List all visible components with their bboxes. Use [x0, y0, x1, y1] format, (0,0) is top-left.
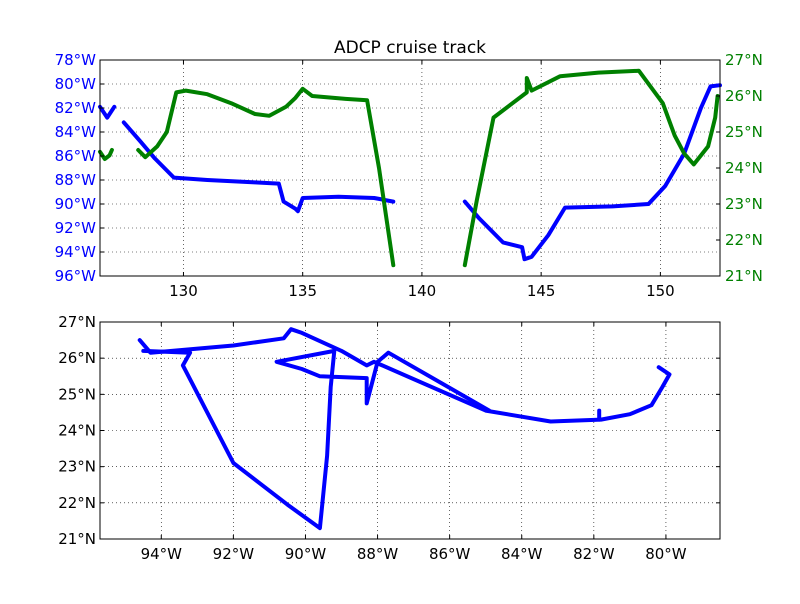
- top-grid: [100, 60, 720, 276]
- top-x-tick-label: 145: [527, 282, 556, 300]
- top-x-tick-label: 150: [646, 282, 675, 300]
- top-x-tick-label: 135: [288, 282, 317, 300]
- bottom-y-tick-label: 27°N: [58, 313, 96, 331]
- top-x-tick-label: 140: [408, 282, 437, 300]
- bottom-y-tick-label: 21°N: [58, 530, 96, 548]
- bottom-axes-frame: [99, 321, 721, 540]
- top-left-tick-label: 78°W: [55, 51, 97, 69]
- bottom-y-tick-label: 22°N: [58, 494, 96, 512]
- bottom-axes: 94°W 92°W 90°W 88°W 86°W 84°W 82°W 80°W 21°N 22°N…: [58, 313, 721, 563]
- top-x-tick-label: 130: [169, 282, 198, 300]
- top-right-tick-label: 21°N: [725, 267, 763, 285]
- bottom-y-tick-label: 23°N: [58, 458, 96, 476]
- top-right-tick-label: 24°N: [725, 159, 763, 177]
- top-right-tick-label: 22°N: [725, 231, 763, 249]
- bottom-y-tick-label: 25°N: [58, 385, 96, 403]
- top-axes-frame: [99, 59, 721, 277]
- top-latitude-line: [98, 148, 114, 161]
- top-longitude-line: [121, 120, 396, 214]
- bottom-x-tick-label: 90°W: [285, 545, 327, 563]
- top-right-tick-label: 26°N: [725, 87, 763, 105]
- top-left-tick-label: 92°W: [55, 219, 97, 237]
- top-left-tick-label: 80°W: [55, 75, 97, 93]
- top-right-tick-label: 25°N: [725, 123, 763, 141]
- top-right-tick-label: 27°N: [725, 51, 763, 69]
- bottom-y-tick-label: 24°N: [58, 422, 96, 440]
- bottom-grid: [100, 322, 720, 539]
- bottom-series-group: [137, 327, 672, 531]
- top-latitude-line: [462, 68, 720, 268]
- bottom-x-tick-label: 88°W: [357, 545, 399, 563]
- top-series-group: [98, 68, 722, 268]
- bottom-x-tick-label: 80°W: [645, 545, 687, 563]
- top-left-tick-label: 84°W: [55, 123, 97, 141]
- bottom-track-line: [137, 327, 672, 424]
- top-longitude-line: [462, 83, 722, 262]
- bottom-ticks: 94°W 92°W 90°W 88°W 86°W 84°W 82°W 80°W 21°N 22°N…: [58, 313, 720, 563]
- top-left-tick-label: 82°W: [55, 99, 97, 117]
- top-left-tick-label: 96°W: [55, 267, 97, 285]
- top-latitude-line: [136, 86, 396, 268]
- top-left-tick-label: 86°W: [55, 147, 97, 165]
- bottom-x-tick-label: 84°W: [501, 545, 543, 563]
- top-axes: 130 135 140 145 150 78°W 80°W 82°W 84°W 86°W 88°W 9…: [55, 38, 763, 300]
- bottom-y-tick-label: 26°N: [58, 349, 96, 367]
- bottom-x-tick-label: 94°W: [141, 545, 183, 563]
- chart-title: ADCP cruise track: [334, 38, 486, 58]
- bottom-track-line: [141, 348, 492, 531]
- bottom-x-tick-label: 86°W: [429, 545, 471, 563]
- top-longitude-line: [98, 104, 117, 120]
- bottom-x-tick-label: 82°W: [573, 545, 615, 563]
- top-ticks: 130 135 140 145 150 78°W 80°W 82°W 84°W 86°W 88°W 9…: [55, 51, 763, 300]
- bottom-x-tick-label: 92°W: [213, 545, 255, 563]
- top-left-tick-label: 90°W: [55, 195, 97, 213]
- top-left-tick-label: 94°W: [55, 243, 97, 261]
- top-right-tick-label: 23°N: [725, 195, 763, 213]
- top-left-tick-label: 88°W: [55, 171, 97, 189]
